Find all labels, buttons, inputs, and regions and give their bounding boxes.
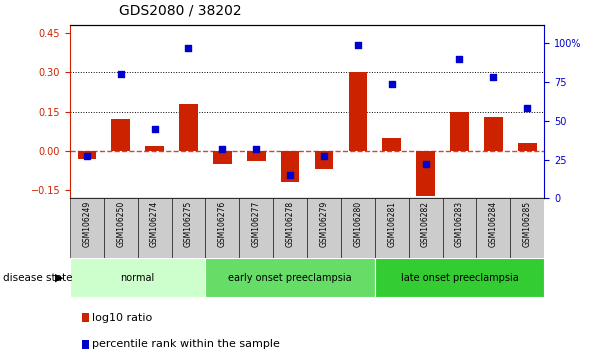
Text: GSM106279: GSM106279 [319,201,328,247]
Text: GSM106280: GSM106280 [353,201,362,247]
Bar [382,138,401,151]
Point [522,105,532,111]
Text: GDS2080 / 38202: GDS2080 / 38202 [119,4,241,18]
Bar [375,258,544,297]
Bar [484,117,503,151]
Text: normal: normal [120,273,155,283]
Point [218,146,227,152]
Text: GSM106283: GSM106283 [455,201,464,247]
Bar [443,198,477,258]
Bar [416,151,435,196]
Bar [281,151,299,182]
Point [184,45,193,51]
Text: ▶: ▶ [55,273,64,283]
Bar [518,143,536,151]
Bar [111,119,130,151]
Point [116,72,126,77]
Point [319,154,329,159]
Text: GSM106274: GSM106274 [150,201,159,247]
Bar [137,198,171,258]
Text: GSM106277: GSM106277 [252,201,261,247]
Point [251,146,261,152]
Text: GSM106282: GSM106282 [421,201,430,247]
Point [488,75,498,80]
Text: GSM106276: GSM106276 [218,201,227,247]
Text: GSM106250: GSM106250 [116,201,125,247]
Bar [213,151,232,164]
Text: GSM106275: GSM106275 [184,201,193,247]
Bar [70,258,206,297]
Bar [104,198,137,258]
Bar [247,151,266,161]
Bar [206,258,375,297]
Point [421,161,430,167]
Text: late onset preeclampsia: late onset preeclampsia [401,273,519,283]
Point [150,126,159,131]
Bar [477,198,510,258]
Text: GSM106284: GSM106284 [489,201,498,247]
Text: log10 ratio: log10 ratio [92,313,152,322]
Bar [240,198,273,258]
Text: GSM106281: GSM106281 [387,201,396,247]
Point [455,56,465,62]
Text: GSM106249: GSM106249 [82,201,91,247]
Bar [206,198,240,258]
Bar [273,198,307,258]
Point [353,42,363,48]
Bar [145,146,164,151]
Bar [78,151,96,159]
Bar [171,198,206,258]
Bar [341,198,375,258]
Bar [510,198,544,258]
Bar [179,104,198,151]
Bar [315,151,333,169]
Text: early onset preeclampsia: early onset preeclampsia [228,273,352,283]
Bar [450,112,469,151]
Text: percentile rank within the sample: percentile rank within the sample [92,339,280,349]
Text: disease state: disease state [3,273,72,283]
Bar [307,198,341,258]
Point [387,81,396,86]
Bar [348,72,367,151]
Bar [70,198,104,258]
Text: GSM106285: GSM106285 [523,201,532,247]
Bar [409,198,443,258]
Bar [375,198,409,258]
Point [82,154,92,159]
Text: GSM106278: GSM106278 [286,201,295,247]
Point [285,172,295,178]
